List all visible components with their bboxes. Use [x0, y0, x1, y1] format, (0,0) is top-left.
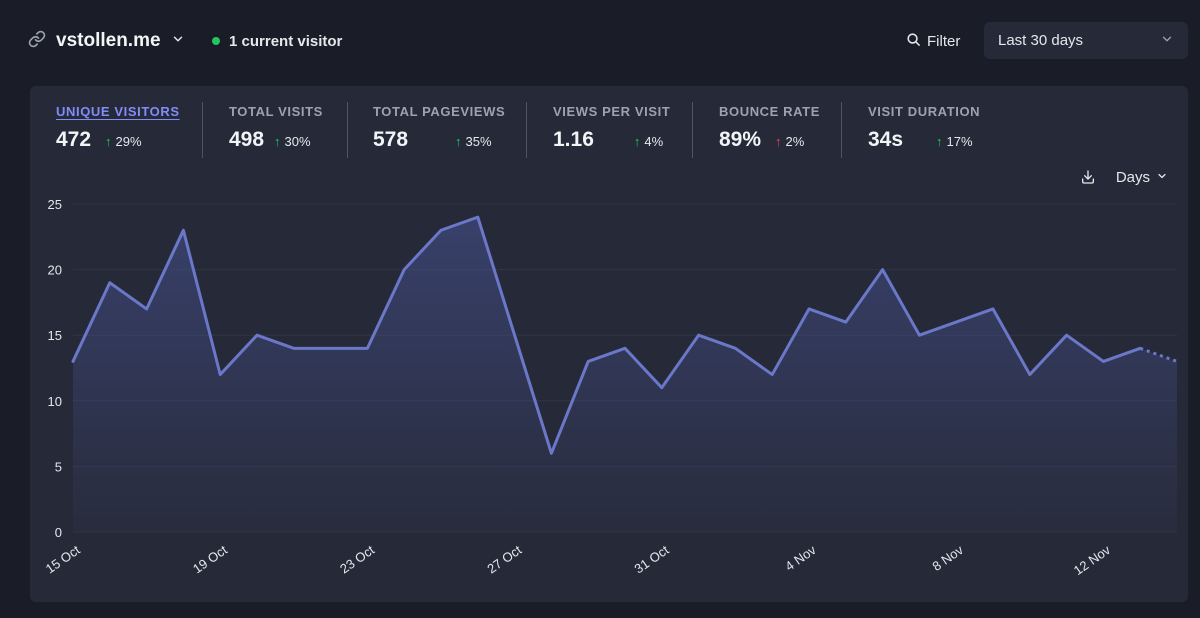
divider: [692, 102, 693, 158]
current-visitors[interactable]: 1 current visitor: [212, 31, 342, 51]
area-fill: [73, 217, 1177, 532]
stat-value: 498: [229, 128, 265, 151]
arrow-up-icon: ↑: [274, 134, 281, 149]
arrow-up-icon: ↑: [633, 134, 641, 149]
live-dot-icon: [212, 37, 220, 45]
stat-label: BOUNCE RATE: [719, 104, 820, 119]
divider: [526, 102, 527, 158]
stat-views-per-visit[interactable]: VIEWS PER VISIT 1.16 ↑ 4%: [553, 104, 670, 152]
stat-value: 89%: [719, 128, 762, 151]
y-tick-label: 25: [48, 197, 62, 212]
x-tick-label: 8 Nov: [929, 542, 966, 574]
stat-change-value: 4%: [644, 134, 664, 149]
y-tick-label: 15: [48, 328, 62, 343]
stat-total-pageviews[interactable]: TOTAL PAGEVIEWS 578 ↑ 35%: [373, 104, 505, 152]
chevron-down-icon: [171, 32, 185, 51]
stat-visit-duration[interactable]: VISIT DURATION 34s ↑ 17%: [868, 104, 980, 152]
search-icon: [906, 32, 921, 51]
stat-label: TOTAL PAGEVIEWS: [373, 104, 506, 119]
arrow-up-icon: ↑: [455, 134, 462, 149]
x-tick-label: 12 Nov: [1071, 542, 1114, 578]
stat-change-value: 29%: [115, 134, 142, 149]
top-stats: UNIQUE VISITORS 472 ↑ 29% TOTAL VISITS 4…: [30, 86, 1188, 166]
stat-change-value: 2%: [785, 134, 805, 149]
graph-tools: Days: [1080, 166, 1168, 188]
stat-value: 472: [56, 128, 92, 151]
stat-value: 34s: [868, 128, 904, 151]
interval-picker[interactable]: Days: [1116, 169, 1168, 186]
stat-unique-visitors[interactable]: UNIQUE VISITORS 472 ↑ 29%: [56, 104, 180, 152]
link-icon: [28, 30, 46, 53]
x-tick-label: 31 Oct: [632, 542, 672, 576]
x-tick-label: 27 Oct: [484, 542, 524, 576]
divider: [347, 102, 348, 158]
chevron-down-icon: [1160, 32, 1174, 50]
main-graph-card: UNIQUE VISITORS 472 ↑ 29% TOTAL VISITS 4…: [30, 86, 1188, 602]
y-tick-label: 20: [48, 263, 62, 278]
interval-label: Days: [1115, 168, 1150, 186]
x-tick-label: 15 Oct: [43, 542, 83, 576]
arrow-up-icon: ↑: [105, 134, 112, 149]
period-label: Last 30 days: [998, 32, 1084, 49]
arrow-up-icon: ↑: [936, 134, 943, 149]
stat-change: ↑ 2%: [775, 134, 804, 149]
stat-change: ↑ 4%: [634, 134, 663, 149]
stat-change-value: 17%: [946, 134, 973, 149]
divider: [202, 102, 203, 158]
site-switcher[interactable]: vstollen.me: [28, 28, 185, 54]
stat-change: ↑ 35%: [455, 134, 492, 149]
stat-label: VISIT DURATION: [868, 104, 981, 119]
divider: [841, 102, 842, 158]
stat-change-value: 35%: [465, 134, 492, 149]
stat-change: ↑ 30%: [274, 134, 311, 149]
stat-bounce-rate[interactable]: BOUNCE RATE 89% ↑ 2%: [719, 104, 820, 152]
stat-change: ↑ 17%: [936, 134, 973, 149]
x-tick-label: 23 Oct: [337, 542, 377, 576]
period-select[interactable]: Last 30 days: [984, 22, 1188, 59]
y-tick-label: 0: [55, 525, 62, 540]
x-tick-label: 4 Nov: [782, 542, 819, 574]
stat-label: VIEWS PER VISIT: [553, 104, 671, 119]
x-tick-label: 19 Oct: [190, 542, 230, 576]
visitors-line-chart[interactable]: 0 5 10 15 20 25 15 Oct 19 Oct 23 Oct 27 Oct 31 Oct…: [30, 86, 1188, 602]
y-tick-label: 10: [48, 394, 62, 409]
stat-change-value: 30%: [284, 134, 311, 149]
stat-value: 578: [373, 128, 409, 151]
y-tick-label: 5: [55, 459, 62, 474]
current-visitors-label: 1 current visitor: [229, 32, 343, 50]
filter-button[interactable]: Filter: [906, 30, 960, 52]
stat-value: 1.16: [553, 128, 594, 151]
chevron-down-icon: [1156, 169, 1168, 186]
top-bar: vstollen.me 1 current visitor Filter Las…: [0, 0, 1200, 80]
filter-label: Filter: [927, 32, 961, 50]
arrow-up-icon: ↑: [775, 134, 782, 149]
site-name: vstollen.me: [56, 30, 161, 51]
series-line: [71, 215, 1142, 455]
stat-total-visits[interactable]: TOTAL VISITS 498 ↑ 30%: [229, 104, 323, 152]
stat-change: ↑ 29%: [105, 134, 142, 149]
stat-label: UNIQUE VISITORS: [56, 104, 180, 119]
stat-label: TOTAL VISITS: [229, 104, 323, 119]
download-icon[interactable]: [1080, 169, 1096, 185]
